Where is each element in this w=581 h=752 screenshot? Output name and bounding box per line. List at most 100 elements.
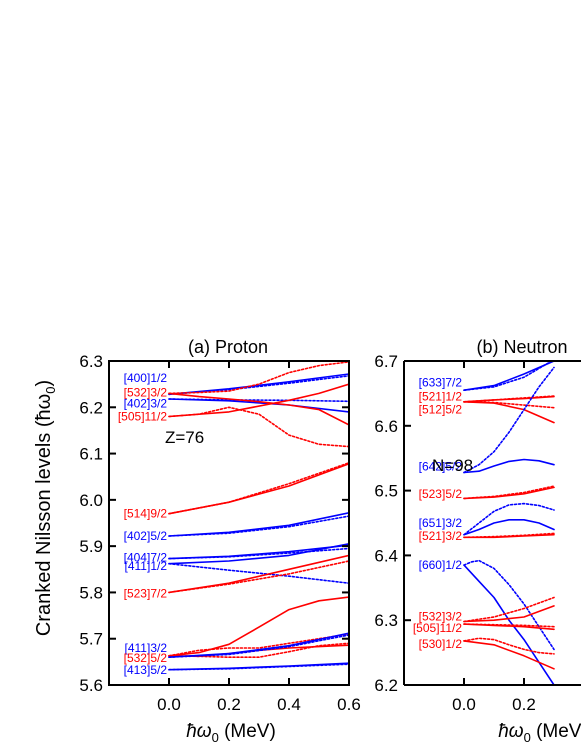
proton-x-axis-label-main: ħω bbox=[186, 721, 212, 742]
neutron-level-curve-9 bbox=[463, 485, 555, 500]
neutron-level-label-10: [530]1/2 bbox=[419, 637, 463, 651]
neutron-level-label-6: [521]3/2 bbox=[419, 529, 463, 543]
panel-proton-title: (a) Proton bbox=[188, 337, 268, 357]
proton-level-curve-9 bbox=[168, 462, 349, 515]
proton-level-curve-17 bbox=[168, 560, 349, 594]
neutron-level-curve-0 bbox=[463, 361, 555, 391]
neutron-level-curve-1 bbox=[463, 361, 554, 391]
proton-nucleon-annotation: Z=76 bbox=[165, 428, 204, 447]
neutron-level-curve-5 bbox=[463, 401, 555, 409]
neutron-y-tick-label-3: 6.5 bbox=[374, 482, 398, 501]
panel-proton: (a) Proton [400]1/2[532]3/2[402]3/2[505]… bbox=[79, 337, 360, 745]
neutron-level-label-3: [642]5/2 bbox=[419, 460, 463, 474]
y-axis-label-close: ) bbox=[33, 380, 55, 387]
proton-y-tick-label-6: 6.2 bbox=[79, 398, 103, 417]
neutron-level-labels: [633]7/2[521]1/2[512]5/2 [642]5/2 [523]5/2… bbox=[413, 375, 462, 651]
proton-level-curve-13 bbox=[168, 547, 349, 560]
proton-y-tick-label-0: 5.6 bbox=[79, 676, 103, 695]
proton-y-tick-label-7: 6.3 bbox=[79, 352, 103, 371]
proton-x-tick-label-0: 0.0 bbox=[157, 695, 181, 714]
proton-x-tick-label-3: 0.6 bbox=[337, 695, 361, 714]
neutron-level-curve-19 bbox=[463, 623, 555, 628]
neutron-level-curve-13 bbox=[463, 532, 555, 539]
proton-level-curve-5 bbox=[168, 361, 349, 395]
neutron-x-axis-label-main: ħω bbox=[498, 721, 524, 742]
neutron-y-tick-label-1: 6.3 bbox=[374, 611, 398, 630]
proton-level-curve-25 bbox=[168, 663, 349, 671]
proton-level-curves bbox=[168, 361, 349, 671]
proton-level-label-1: [532]3/2 bbox=[124, 386, 168, 400]
proton-level-curve-15 bbox=[168, 562, 349, 584]
neutron-level-curve-4 bbox=[463, 401, 555, 424]
proton-level-labels: [400]1/2[532]3/2[402]3/2[505]11/2 [514]9/… bbox=[118, 371, 167, 677]
neutron-level-label-2: [512]5/2 bbox=[419, 403, 463, 417]
y-axis-label-main: Cranked Nilsson levels (ħω bbox=[33, 394, 55, 636]
proton-x-axis-label-unit: (MeV) bbox=[219, 721, 276, 742]
neutron-x-tick-label-1: 0.2 bbox=[512, 695, 536, 714]
proton-level-curve-4 bbox=[168, 392, 349, 426]
neutron-level-curve-6 bbox=[463, 458, 555, 474]
neutron-level-curve-21 bbox=[463, 637, 555, 655]
y-axis-label-sub: 0 bbox=[43, 387, 58, 394]
proton-level-label-8: [523]7/2 bbox=[124, 586, 168, 600]
proton-level-label-2: [402]3/2 bbox=[124, 397, 168, 411]
neutron-level-curve-10 bbox=[463, 519, 555, 536]
neutron-nucleon-annotation: N=98 bbox=[432, 456, 473, 475]
proton-level-curve-18 bbox=[168, 596, 349, 657]
proton-level-curve-23 bbox=[168, 634, 349, 658]
neutron-level-label-8: [532]3/2 bbox=[419, 609, 463, 623]
proton-y-tick-label-5: 6.1 bbox=[79, 445, 103, 464]
proton-level-curve-11 bbox=[168, 515, 349, 537]
proton-level-label-9: [411]3/2 bbox=[125, 641, 168, 655]
y-axis-label: Cranked Nilsson levels (ħω0) bbox=[33, 380, 58, 636]
neutron-level-curves bbox=[463, 361, 555, 685]
neutron-y-tick-label-0: 6.2 bbox=[374, 676, 398, 695]
proton-x-tick-label-2: 0.4 bbox=[277, 695, 301, 714]
neutron-y-tick-label-5: 6.7 bbox=[374, 352, 398, 371]
neutron-y-tick-label-4: 6.6 bbox=[374, 417, 398, 436]
proton-x-axis-label-sub: 0 bbox=[212, 730, 219, 745]
proton-level-curve-3 bbox=[168, 398, 349, 403]
neutron-x-tick-label-0: 0.0 bbox=[452, 695, 476, 714]
proton-level-label-11: [413]5/2 bbox=[124, 663, 168, 677]
neutron-x-axis-label-unit: (MeV) bbox=[531, 721, 581, 742]
neutron-level-curve-11 bbox=[463, 502, 555, 536]
proton-level-label-4: [514]9/2 bbox=[124, 507, 168, 521]
proton-level-label-7: [411]1/2 bbox=[125, 559, 168, 573]
proton-axis-ticks: 5.6 5.7 5.8 5.9 6.0 6.1 6.2 6.3 0.0 0.2 0.4 0.6 bbox=[79, 352, 360, 714]
panel-neutron: (b) Neutron [633]7/2[521]1/2[512]5/2 [642… bbox=[374, 337, 581, 745]
proton-y-tick-label-3: 5.9 bbox=[79, 537, 103, 556]
neutron-level-curve-7 bbox=[463, 366, 555, 474]
neutron-level-curve-15 bbox=[463, 559, 555, 651]
neutron-level-curve-20 bbox=[463, 640, 555, 670]
proton-level-curve-6 bbox=[168, 383, 349, 418]
neutron-level-label-4: [523]5/2 bbox=[419, 487, 463, 501]
proton-level-label-6: [404]7/2 bbox=[124, 551, 168, 565]
proton-level-label-0: [400]1/2 bbox=[124, 371, 168, 385]
proton-y-tick-label-1: 5.7 bbox=[79, 630, 103, 649]
proton-y-tick-label-4: 6.0 bbox=[79, 491, 103, 510]
proton-level-curve-14 bbox=[168, 543, 349, 565]
neutron-x-axis-label: ħω0 (MeV) bbox=[498, 721, 581, 745]
proton-level-label-5: [402]5/2 bbox=[124, 529, 168, 543]
neutron-level-label-7: [660]1/2 bbox=[419, 558, 463, 572]
proton-x-axis-label: ħω0 (MeV) bbox=[186, 721, 276, 745]
neutron-x-axis-label-sub: 0 bbox=[524, 730, 531, 745]
neutron-level-curve-18 bbox=[463, 623, 555, 631]
neutron-level-curve-17 bbox=[463, 596, 555, 623]
proton-y-tick-label-2: 5.8 bbox=[79, 583, 103, 602]
neutron-axis-ticks: 6.2 6.3 6.4 6.5 6.6 6.7 0.0 0.2 bbox=[374, 352, 535, 714]
neutron-level-curve-8 bbox=[463, 486, 555, 500]
neutron-level-label-1: [521]1/2 bbox=[419, 390, 463, 404]
neutron-level-label-5: [651]3/2 bbox=[419, 516, 463, 530]
proton-level-label-3: [505]11/2 bbox=[118, 410, 167, 424]
neutron-level-label-9: [505]11/2 bbox=[413, 621, 462, 635]
panel-neutron-title: (b) Neutron bbox=[476, 337, 567, 357]
neutron-level-curve-16 bbox=[463, 605, 555, 623]
neutron-level-curve-3 bbox=[463, 395, 555, 403]
proton-level-label-10: [532]5/2 bbox=[124, 651, 168, 665]
proton-x-tick-label-1: 0.2 bbox=[217, 695, 241, 714]
neutron-level-label-0: [633]7/2 bbox=[419, 375, 463, 389]
